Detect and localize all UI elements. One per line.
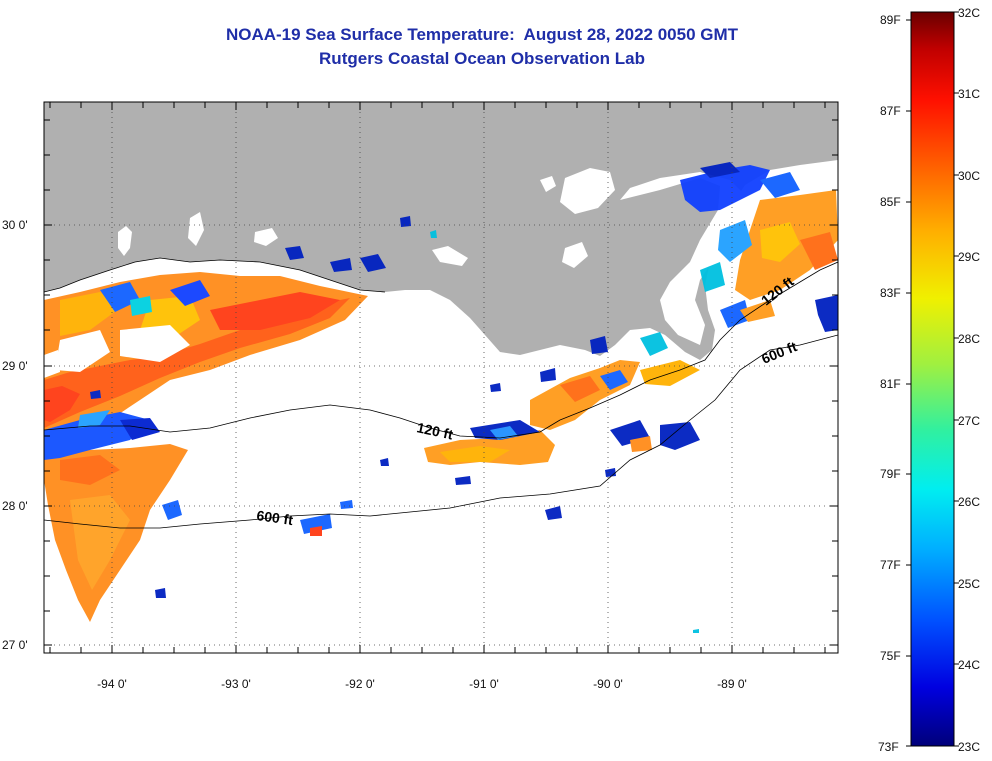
- colorbar-ticks: [906, 11, 959, 747]
- lake-sabine: [188, 212, 204, 246]
- map-title: NOAA-19 Sea Surface Temperature: August …: [225, 25, 739, 44]
- colorbar-label-f: 75F: [880, 649, 901, 663]
- tick-marks: [44, 102, 838, 653]
- coastline: [44, 257, 386, 293]
- contour-120ft-west: [44, 404, 561, 439]
- map-frame: [43, 101, 839, 654]
- colorbar-label-c: 28C: [958, 332, 980, 346]
- lake-grand: [432, 246, 468, 266]
- lon-tick-label: -89 0': [717, 677, 747, 691]
- colorbar-label-c: 32C: [958, 6, 980, 20]
- colorbar-label-f: 79F: [880, 467, 901, 481]
- lake-salvador: [562, 242, 588, 268]
- colorbar-label-c: 23C: [958, 740, 980, 754]
- colorbar-label-f: 83F: [880, 286, 901, 300]
- colorbar-label-f: 73F: [878, 740, 899, 754]
- lon-tick-label: -91 0': [469, 677, 499, 691]
- contour-120ft-east: [559, 261, 838, 421]
- colorbar-label-f: 81F: [880, 377, 901, 391]
- colorbar-gradient: [910, 11, 955, 747]
- lat-tick-label: 29 0': [2, 359, 28, 373]
- lon-tick-label: -90 0': [593, 677, 623, 691]
- colorbar-label-c: 24C: [958, 658, 980, 672]
- lat-tick-label: 27 0': [2, 638, 28, 652]
- colorbar-label-f: 89F: [880, 13, 901, 27]
- sst-data-layer: [44, 162, 838, 633]
- map-subtitle: Rutgers Coastal Ocean Observation Lab: [319, 49, 645, 68]
- graticule: [44, 102, 838, 646]
- colorbar-label-f: 77F: [880, 558, 901, 572]
- colorbar-label-f: 85F: [880, 195, 901, 209]
- contour-label-600ft-west: 600 ft: [256, 507, 295, 528]
- contour-label-120ft-west: 120 ft: [415, 419, 454, 442]
- lon-tick-label: -93 0': [221, 677, 251, 691]
- colorbar-label-c: 29C: [958, 250, 980, 264]
- lat-tick-label: 30 0': [2, 218, 28, 232]
- lake-calcasieu: [118, 226, 132, 256]
- lon-tick-label: -94 0': [97, 677, 127, 691]
- colorbar-label-c: 31C: [958, 87, 980, 101]
- colorbar-label-c: 27C: [958, 414, 980, 428]
- contour-600ft-west: [44, 334, 838, 529]
- lake-borgne: [540, 176, 556, 192]
- lon-tick-label: -92 0': [345, 677, 375, 691]
- colorbar-label-c: 25C: [958, 577, 980, 591]
- colorbar-label-f: 87F: [880, 104, 901, 118]
- colorbar-label-c: 26C: [958, 495, 980, 509]
- land-area: [44, 102, 838, 360]
- lake-pontchartrain: [560, 168, 615, 214]
- lat-tick-label: 28 0': [2, 499, 28, 513]
- colorbar-label-c: 30C: [958, 169, 980, 183]
- lake-white: [254, 228, 278, 246]
